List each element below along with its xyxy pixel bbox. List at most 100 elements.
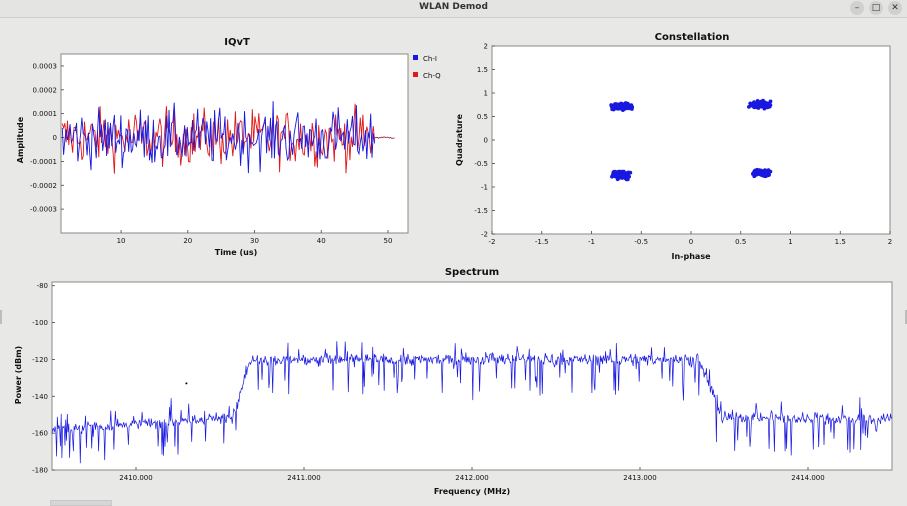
constellation-x-tick-label: 2 bbox=[888, 238, 892, 246]
close-button[interactable]: ✕ bbox=[888, 1, 902, 15]
legend-swatch-ch-q bbox=[413, 72, 418, 77]
iqvt-x-ticks: 10 20 30 40 50 bbox=[117, 230, 393, 245]
spectrum-x-label: Frequency (MHz) bbox=[434, 487, 510, 496]
constellation-point bbox=[755, 102, 759, 107]
iqvt-x-tick-label: 10 bbox=[117, 237, 126, 245]
legend-label-ch-q: Ch-Q bbox=[423, 72, 441, 80]
constellation-point bbox=[622, 103, 627, 107]
constellation-x-tick-label: -1.5 bbox=[535, 238, 549, 246]
iqvt-y-tick-label: -0.0002 bbox=[30, 182, 57, 190]
constellation-plot-area[interactable] bbox=[491, 45, 891, 235]
right-edge-handle[interactable] bbox=[905, 310, 907, 324]
constellation-y-tick-label: 1.5 bbox=[477, 66, 488, 74]
constellation-y-tick-label: 0 bbox=[484, 137, 488, 145]
minimize-button[interactable]: – bbox=[850, 1, 864, 15]
iqvt-series bbox=[61, 101, 395, 174]
constellation-point bbox=[756, 171, 760, 176]
constellation-point bbox=[618, 102, 623, 106]
constellation-point bbox=[623, 176, 628, 181]
iqvt-y-tick-label: -0.0001 bbox=[30, 158, 57, 166]
constellation-point bbox=[610, 174, 614, 179]
constellation-point bbox=[628, 170, 633, 175]
window-title: WLAN Demod bbox=[419, 2, 488, 12]
series-trail bbox=[374, 136, 395, 139]
constellation-point bbox=[751, 171, 756, 176]
iqvt-y-ticks: 0.0003 0.0002 0.0001 0 -0.0001 -0.0002 -0.0003 bbox=[30, 62, 64, 214]
title-bar: WLAN Demod – □ ✕ bbox=[0, 0, 907, 18]
constellation-points bbox=[609, 98, 773, 182]
spectrum-y-tick-label: -140 bbox=[32, 393, 48, 401]
constellation-point bbox=[612, 107, 616, 112]
legend-swatch-ch-i bbox=[413, 55, 418, 60]
spectrum-x-tick-label: 2413.000 bbox=[623, 474, 656, 482]
constellation-point bbox=[766, 173, 771, 178]
constellation-point bbox=[627, 104, 632, 109]
constellation-title: Constellation bbox=[655, 32, 730, 43]
maximize-button[interactable]: □ bbox=[869, 1, 883, 15]
spectrum-x-ticks: 2410.000 2411.000 2412.000 2413.000 2414.000 bbox=[119, 467, 825, 482]
iqvt-x-tick-label: 50 bbox=[384, 237, 393, 245]
constellation-y-ticks: 2 1.5 1 0.5 0 -0.5 -1 -1.5 -2 bbox=[474, 43, 495, 239]
constellation-y-tick-label: 2 bbox=[484, 43, 488, 51]
iqvt-x-tick-label: 30 bbox=[250, 237, 259, 245]
iqvt-y-tick-label: -0.0003 bbox=[30, 206, 57, 214]
legend-label-ch-i: Ch-I bbox=[423, 55, 437, 63]
constellation-point bbox=[749, 103, 754, 107]
constellation-point bbox=[621, 106, 625, 110]
constellation-point bbox=[747, 105, 751, 109]
constellation-x-label: In-phase bbox=[672, 252, 712, 261]
spectrum-line bbox=[51, 341, 893, 464]
constellation-y-tick-label: 1 bbox=[484, 90, 488, 98]
left-edge-handle[interactable] bbox=[0, 310, 2, 324]
constellation-x-tick-label: -1 bbox=[588, 238, 595, 246]
constellation-point bbox=[766, 104, 770, 108]
constellation-point bbox=[763, 171, 767, 176]
constellation-point bbox=[759, 170, 764, 175]
constellation-x-ticks: -2 -1.5 -1 -0.5 0 0.5 1 1.5 2 bbox=[489, 231, 892, 246]
spectrum-y-tick-label: -120 bbox=[32, 356, 48, 364]
iqvt-y-tick-label: 0.0002 bbox=[33, 86, 58, 94]
constellation-y-label: Quadrature bbox=[455, 114, 464, 166]
constellation-chart: Constellation 2 1.5 1 0.5 0 -0.5 -1 -1.5 -2 -2 -1… bbox=[455, 32, 892, 261]
iqvt-y-label: Amplitude bbox=[16, 116, 25, 163]
constellation-y-tick-label: -1 bbox=[481, 184, 488, 192]
constellation-x-tick-label: 1.5 bbox=[835, 238, 846, 246]
iqvt-y-tick-label: 0 bbox=[53, 134, 57, 142]
iqvt-y-tick-label: 0.0001 bbox=[33, 110, 58, 118]
spectrum-y-tick-label: -160 bbox=[32, 430, 48, 438]
spectrum-x-tick-label: 2412.000 bbox=[455, 474, 488, 482]
constellation-point bbox=[630, 107, 634, 111]
spectrum-y-ticks: -80 -100 -120 -140 -160 -180 bbox=[32, 282, 55, 475]
iqvt-title: IQvT bbox=[224, 37, 250, 48]
constellation-point bbox=[614, 104, 619, 108]
spectrum-y-tick-label: -80 bbox=[37, 282, 48, 290]
constellation-x-tick-label: 0.5 bbox=[735, 238, 746, 246]
spectrum-y-tick-label: -100 bbox=[32, 319, 48, 327]
constellation-point bbox=[755, 167, 759, 172]
constellation-y-tick-label: -2 bbox=[481, 231, 488, 239]
constellation-point bbox=[759, 99, 763, 104]
spectrum-x-tick-label: 2414.000 bbox=[791, 474, 824, 482]
constellation-point bbox=[613, 174, 617, 179]
spectrum-title: Spectrum bbox=[445, 267, 499, 278]
spectrum-y-tick-label: -180 bbox=[32, 467, 48, 475]
iqvt-x-label: Time (us) bbox=[215, 248, 258, 257]
iqvt-y-tick-label: 0.0003 bbox=[33, 62, 58, 70]
constellation-point bbox=[618, 172, 623, 177]
iqvt-x-tick-label: 40 bbox=[317, 237, 326, 245]
constellation-y-tick-label: -0.5 bbox=[474, 160, 488, 168]
spectrum-series bbox=[51, 341, 893, 464]
constellation-y-tick-label: 0.5 bbox=[477, 113, 488, 121]
constellation-x-tick-label: 1 bbox=[788, 238, 792, 246]
iqvt-legend: Ch-I Ch-Q bbox=[413, 55, 441, 80]
constellation-point bbox=[755, 99, 760, 103]
spectrum-x-tick-label: 2410.000 bbox=[119, 474, 152, 482]
constellation-x-tick-label: 0 bbox=[689, 238, 693, 246]
iqvt-chart: IQvT 0.0003 0.0002 0.0001 0 -0.0001 -0.0002 -0… bbox=[16, 37, 441, 257]
constellation-point bbox=[768, 169, 773, 174]
series-line-ch-i bbox=[61, 101, 376, 174]
spectrum-x-tick-label: 2411.000 bbox=[287, 474, 320, 482]
spectrum-y-label: Power (dBm) bbox=[14, 346, 23, 404]
iqvt-x-tick-label: 20 bbox=[183, 237, 192, 245]
